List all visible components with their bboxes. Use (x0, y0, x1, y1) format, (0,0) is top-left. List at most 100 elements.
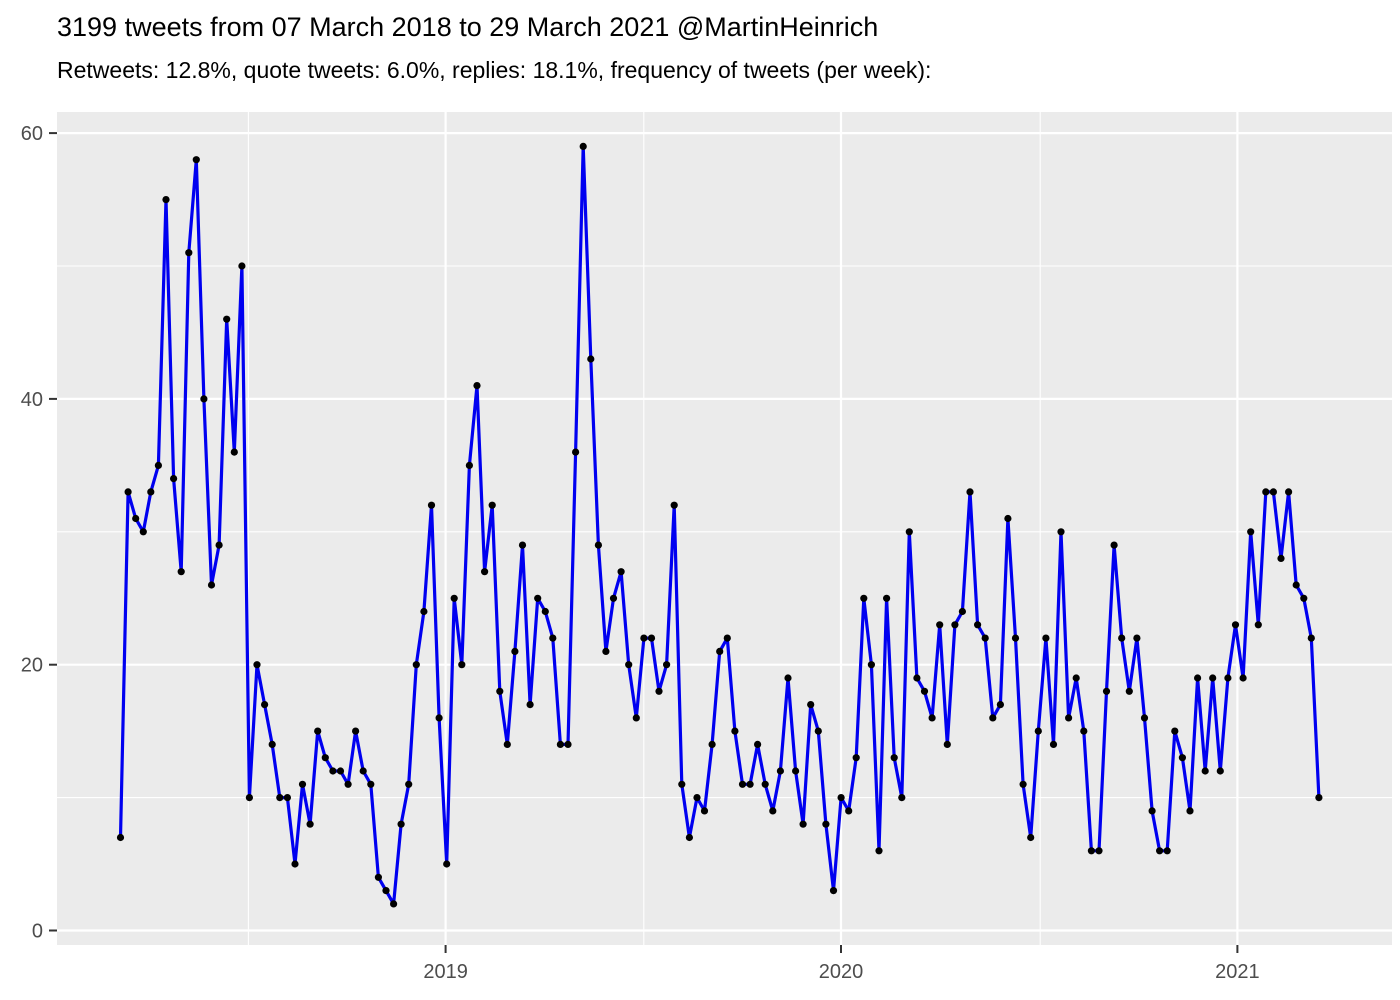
data-point (549, 634, 557, 642)
data-point (1148, 807, 1156, 815)
data-point (898, 794, 906, 802)
data-point (139, 528, 147, 536)
data-point (200, 395, 208, 403)
data-point (1140, 714, 1149, 722)
data-point (958, 607, 967, 616)
data-point (1019, 780, 1027, 788)
data-point (1216, 767, 1224, 775)
data-point (1239, 674, 1247, 682)
data-point (1269, 488, 1277, 496)
data-point (1102, 687, 1111, 695)
data-point (996, 701, 1005, 709)
data-point (1095, 847, 1103, 855)
data-point (738, 780, 747, 788)
data-point (883, 594, 891, 602)
chart-panel (57, 112, 1392, 945)
data-point (920, 687, 929, 695)
data-point (860, 594, 868, 602)
data-point (829, 887, 838, 895)
data-point (837, 794, 845, 802)
data-point (700, 807, 709, 815)
data-point (154, 461, 162, 469)
data-point (594, 541, 603, 549)
data-point (1292, 581, 1300, 589)
data-point (329, 767, 337, 775)
data-point (731, 727, 739, 735)
data-point (511, 647, 519, 656)
data-point (1300, 594, 1308, 602)
data-point (609, 594, 618, 602)
y-axis-tick-label: 60 (21, 123, 43, 145)
data-point (852, 754, 860, 762)
chart-title: 3199 tweets from 07 March 2018 to 29 Mar… (57, 12, 879, 42)
data-point (147, 488, 155, 496)
data-point (663, 661, 671, 669)
data-point (427, 501, 436, 509)
y-axis-tick-label: 0 (32, 921, 43, 943)
data-point (223, 315, 231, 323)
data-point (397, 820, 405, 828)
data-point (1133, 634, 1141, 642)
data-point (1011, 634, 1020, 642)
data-point (185, 249, 193, 257)
data-point (291, 860, 299, 868)
data-point (1125, 687, 1133, 695)
data-point (336, 767, 345, 775)
data-point (564, 740, 572, 749)
data-point (981, 634, 989, 642)
data-point (116, 833, 125, 842)
data-point (943, 740, 951, 749)
data-point (1057, 528, 1065, 536)
data-point (352, 727, 360, 735)
data-point (1262, 488, 1270, 496)
data-point (556, 740, 565, 749)
data-point (314, 727, 322, 735)
data-point (936, 621, 944, 629)
data-point (465, 461, 473, 469)
data-point (374, 873, 382, 881)
data-point (974, 621, 982, 629)
data-point (215, 541, 223, 549)
data-point (488, 501, 496, 509)
data-point (640, 634, 648, 642)
data-point (792, 767, 800, 775)
data-point (1065, 714, 1073, 722)
data-point (1118, 634, 1126, 642)
data-point (496, 687, 504, 695)
data-point (784, 674, 792, 682)
data-point (708, 740, 716, 749)
chart-axis-ticks (49, 132, 1239, 953)
data-point (754, 740, 762, 749)
data-point (177, 568, 185, 576)
data-point (1277, 554, 1285, 563)
chart-line-series (116, 142, 1323, 908)
data-point (1034, 727, 1042, 735)
data-point (458, 661, 466, 669)
data-point (238, 262, 246, 270)
data-point (1224, 674, 1232, 682)
data-point (1186, 807, 1194, 815)
data-point (534, 594, 542, 602)
x-axis-tick-label: 2020 (819, 961, 864, 983)
data-point (321, 754, 329, 762)
data-point (822, 820, 830, 828)
data-point (268, 740, 276, 749)
data-point (845, 807, 853, 815)
data-point (481, 568, 489, 576)
data-point (1156, 847, 1164, 855)
data-point (951, 621, 959, 629)
data-point (132, 514, 140, 523)
data-point (412, 661, 420, 669)
data-point (1201, 767, 1209, 775)
data-point (283, 794, 291, 802)
data-point (572, 448, 580, 456)
data-point (723, 634, 731, 642)
data-point (579, 142, 587, 150)
chart-gridlines (57, 112, 1392, 945)
data-point (1194, 674, 1202, 682)
data-point (587, 355, 595, 363)
data-point (261, 701, 269, 709)
data-point (435, 714, 443, 722)
data-point (1004, 514, 1012, 523)
